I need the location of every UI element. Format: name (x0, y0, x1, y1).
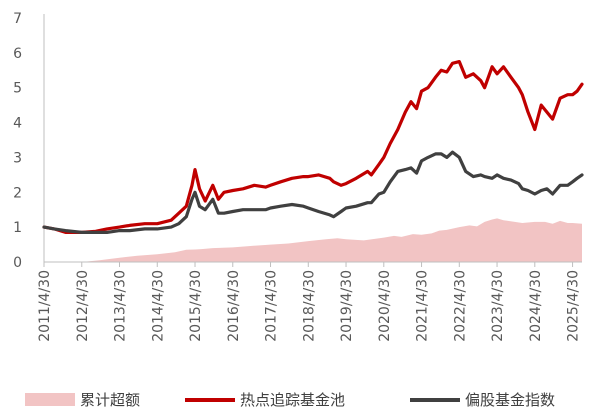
legend-label: 热点追踪基金池 (240, 391, 345, 409)
y-tick-label: 3 (13, 150, 22, 166)
y-tick-label: 4 (13, 116, 22, 132)
x-tick-label: 2020/4/30 (377, 270, 393, 342)
x-tick-label: 2013/4/30 (113, 270, 129, 342)
y-tick-label: 7 (13, 11, 22, 27)
y-tick-label: 0 (13, 255, 22, 271)
x-tick-label: 2021/4/30 (415, 270, 431, 342)
series-line-hotspot-pool (42, 60, 584, 234)
y-tick-label: 5 (13, 81, 22, 97)
x-tick-label: 2012/4/30 (75, 270, 91, 342)
x-tick-label: 2016/4/30 (226, 270, 242, 342)
legend-label: 累计超额 (80, 391, 140, 409)
legend-swatch-area (25, 393, 75, 406)
x-tick-label: 2023/4/30 (490, 270, 506, 342)
line-series-layer (42, 60, 584, 234)
y-tick-label: 2 (13, 185, 22, 201)
y-tick-label: 6 (13, 46, 22, 62)
series-area-cumulative-excess (44, 218, 582, 262)
series-line-equity-fund-index (42, 150, 584, 234)
x-tick-labels: 2011/4/30 2012/4/30 2013/4/30 2014/4/30 2015… (37, 262, 582, 342)
y-tick-labels: 0 1 2 3 4 5 6 7 (13, 11, 22, 271)
x-tick-label: 2017/4/30 (264, 270, 280, 342)
x-tick-label: 2011/4/30 (37, 270, 53, 342)
x-tick-label: 2025/4/30 (566, 270, 582, 342)
x-tick-label: 2019/4/30 (339, 270, 355, 342)
legend: 累计超额 热点追踪基金池 偏股基金指数 (25, 391, 555, 409)
x-tick-label: 2015/4/30 (188, 270, 204, 342)
x-tick-label: 2024/4/30 (528, 270, 544, 342)
x-tick-label: 2018/4/30 (301, 270, 317, 342)
y-tick-label: 1 (13, 220, 22, 236)
area-series-layer (44, 218, 582, 262)
x-tick-label: 2014/4/30 (150, 270, 166, 342)
x-tick-label: 2022/4/30 (452, 270, 468, 342)
legend-label: 偏股基金指数 (465, 391, 555, 409)
